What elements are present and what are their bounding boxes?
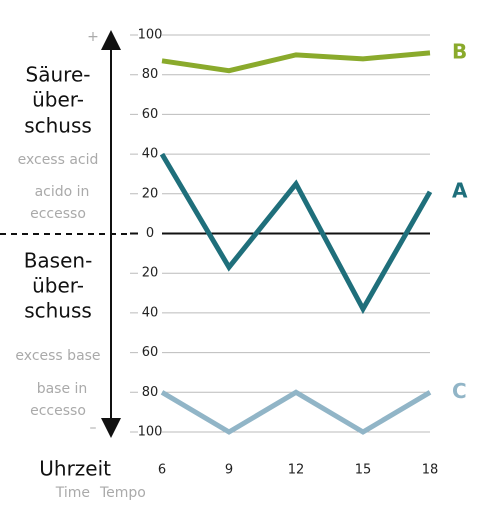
- x-tick-label: 18: [422, 463, 439, 478]
- y-tick-label: 60: [142, 345, 159, 360]
- annotation: Säure-: [26, 63, 91, 87]
- tick-label-bg: [138, 304, 162, 321]
- y-tick-label: 40: [142, 305, 159, 320]
- series-line: [160, 389, 432, 435]
- annotation: über-: [32, 274, 84, 298]
- y-tick-label: 20: [142, 186, 159, 201]
- y-tick-label: 80: [142, 385, 159, 400]
- annotation: excess base: [15, 348, 100, 364]
- annotation: schuss: [24, 299, 92, 323]
- y-tick-label: 60: [142, 107, 159, 122]
- series-label: B: [452, 39, 467, 63]
- x-tick-label: 6: [158, 463, 166, 478]
- tick-label-bg: [138, 344, 162, 361]
- x-tick-label: 12: [288, 463, 305, 478]
- tick-label-bg: [138, 106, 162, 123]
- annotation: +: [87, 29, 99, 45]
- y-tick-label: 20: [142, 266, 159, 281]
- annotation: excess acid: [18, 152, 99, 168]
- series-label: A: [452, 178, 468, 202]
- tick-label-bg: [138, 384, 162, 401]
- x-tick-label: 15: [355, 463, 372, 478]
- y-tick-label: 100: [138, 425, 163, 440]
- tick-label-bg: [138, 424, 162, 440]
- series-label: C: [452, 379, 467, 403]
- annotation: schuss: [24, 114, 92, 138]
- annotation: über-: [32, 88, 84, 112]
- y-tick-label: 80: [142, 67, 159, 82]
- annotation: base in: [37, 381, 88, 397]
- tick-label-bg: [138, 146, 162, 163]
- tick-label-bg: [138, 185, 162, 202]
- annotation: eccesso: [30, 403, 86, 419]
- x-tick-label: 9: [225, 463, 233, 478]
- x-label: Uhrzeit: [39, 457, 111, 481]
- y-tick-label: 0: [146, 226, 154, 241]
- series-line: [159, 152, 433, 315]
- x-label-translation: Time: [55, 485, 90, 501]
- series-line: [161, 50, 431, 74]
- y-tick-label: 100: [138, 28, 163, 43]
- annotation: –: [90, 420, 97, 436]
- tick-label-bg: [138, 225, 162, 242]
- tick-label-bg: [138, 27, 162, 43]
- annotation: eccesso: [30, 206, 86, 222]
- y-tick-label: 40: [142, 147, 159, 162]
- tick-label-bg: [138, 66, 162, 83]
- annotation: acido in: [35, 184, 90, 200]
- x-label-translation: Tempo: [99, 485, 146, 501]
- tick-label-bg: [138, 265, 162, 282]
- annotation: Basen-: [24, 249, 93, 273]
